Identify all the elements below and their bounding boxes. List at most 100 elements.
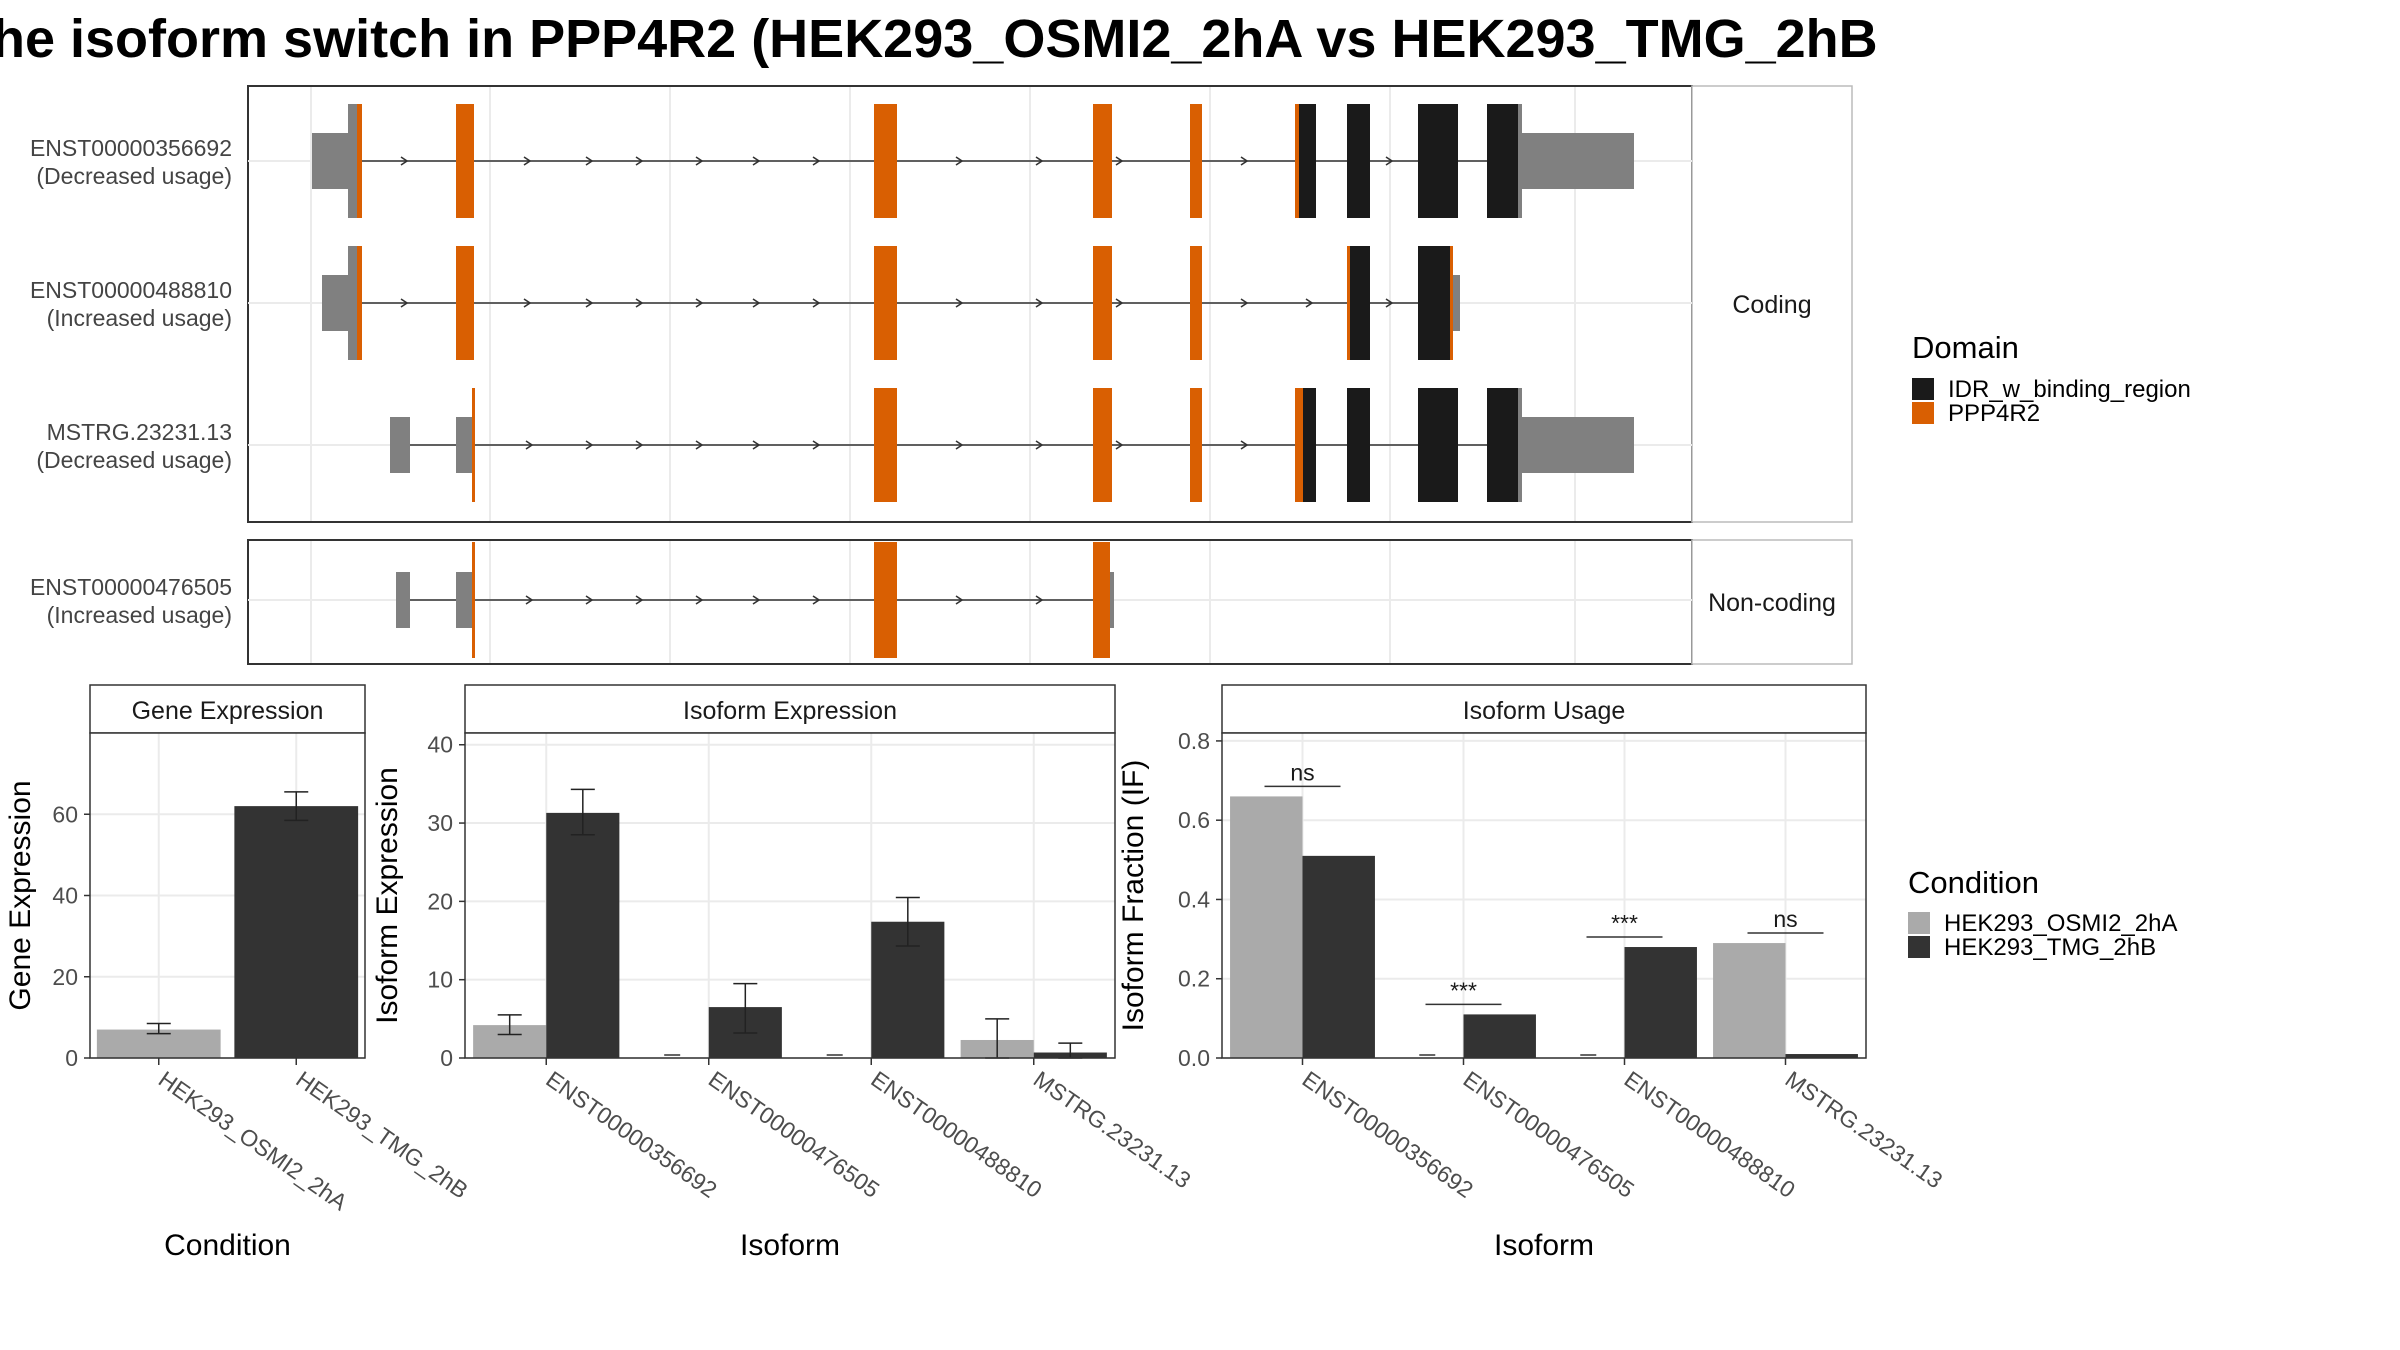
x-tick-label: ENST00000356692 (541, 1066, 721, 1203)
exon-noncoding-part (456, 572, 472, 628)
error-bar (497, 1014, 522, 1036)
y-axis-title: Isoform Expression (371, 767, 404, 1024)
strand-arrow (812, 595, 821, 605)
exon-ppp4r2 (874, 388, 897, 502)
facet-strip (1691, 85, 1853, 523)
panel-strip (464, 684, 1116, 734)
y-tick-label: 0.6 (1178, 807, 1210, 833)
legend-swatch (1912, 378, 1934, 400)
y-tick-label: 0.0 (1178, 1045, 1210, 1071)
exon-noncoding-part (1518, 388, 1522, 502)
legend-label: HEK293_TMG_2hB (1944, 934, 2156, 961)
y-tick-label: 60 (52, 801, 78, 827)
strand-arrow (695, 156, 704, 166)
x-axis-title: Isoform (740, 1229, 840, 1262)
y-axis-title: Isoform Fraction (IF) (1117, 760, 1150, 1032)
x-tick-label: ENST00000476505 (704, 1066, 884, 1203)
panel-title: Isoform Expression (683, 697, 897, 725)
x-axis-title: Isoform (1494, 1229, 1594, 1262)
transcript-id-label: ENST00000356692 (30, 135, 232, 161)
exon-ppp4r2 (1190, 388, 1202, 502)
y-tick-label: 30 (427, 810, 453, 836)
exon-ppp4r2 (1093, 104, 1112, 218)
strand-arrow (1240, 298, 1249, 308)
transcript-row (322, 246, 1460, 360)
strand-arrow (635, 298, 644, 308)
exon-ppp4r2 (1190, 104, 1202, 218)
x-tick-label: ENST00000488810 (1620, 1066, 1800, 1203)
transcript-id-label: ENST00000488810 (30, 277, 232, 303)
plot-border (89, 732, 366, 1059)
error-bar (284, 791, 309, 822)
exon-noncoding-part (456, 417, 472, 473)
strand-arrow (695, 440, 704, 450)
significance-label: ns (1290, 759, 1314, 785)
exon-noncoding-part (1522, 133, 1634, 189)
bar (234, 806, 359, 1058)
exon-noncoding-part (312, 133, 348, 189)
exon-ppp4r2 (1347, 246, 1350, 360)
exon-noncoding-part (1453, 275, 1460, 331)
exon-ppp4r2 (1093, 246, 1112, 360)
legend-label: HEK293_OSMI2_2hA (1944, 910, 2177, 937)
strand-arrow (812, 298, 821, 308)
strand-arrow (1385, 156, 1394, 166)
x-axis-title: Condition (164, 1229, 291, 1262)
legend-title: Domain (1912, 330, 2019, 365)
x-tick-label: ENST00000356692 (1298, 1066, 1478, 1203)
strand-arrow (1035, 298, 1044, 308)
exon-ppp4r2 (1093, 542, 1110, 658)
transcript-row (396, 542, 1114, 658)
exon-ppp4r2 (1450, 246, 1453, 360)
strand-arrow (1115, 298, 1124, 308)
exon-ppp4r2 (357, 246, 362, 360)
transcript-usage-label: (Decreased usage) (36, 447, 232, 473)
bar (1463, 1014, 1536, 1058)
transcript-id-label: MSTRG.23231.13 (47, 419, 232, 445)
strand-arrow (752, 298, 761, 308)
strand-arrow (635, 156, 644, 166)
exon-ppp4r2 (1295, 104, 1299, 218)
plot-border (1221, 732, 1867, 1059)
exon-idr (1418, 246, 1450, 360)
strand-arrow (752, 595, 761, 605)
y-tick-label: 40 (52, 883, 78, 909)
strand-arrow (525, 595, 534, 605)
exon-idr (1299, 104, 1316, 218)
bar (1785, 1054, 1858, 1058)
exon-noncoding-part (1522, 417, 1634, 473)
legend-swatch (1908, 912, 1930, 934)
exon-idr (1347, 104, 1370, 218)
bar (1230, 796, 1303, 1058)
y-tick-label: 0 (65, 1045, 78, 1071)
strand-arrow (400, 298, 409, 308)
legend-label: IDR_w_binding_region (1948, 376, 2191, 403)
plot-border (464, 732, 1116, 1059)
facet-label: Coding (1732, 291, 1811, 319)
strand-arrow (523, 298, 532, 308)
y-tick-label: 0 (440, 1045, 453, 1071)
x-tick-label: ENST00000476505 (1459, 1066, 1639, 1203)
strand-arrow (752, 156, 761, 166)
bar (546, 812, 620, 1058)
x-tick-label: ENST00000488810 (866, 1066, 1046, 1203)
legend-swatch (1908, 936, 1930, 958)
facet-label: Non-coding (1708, 589, 1836, 617)
y-tick-label: 20 (427, 888, 453, 914)
strand-arrow (695, 595, 704, 605)
error-bar (570, 788, 595, 836)
exon-ppp4r2 (1295, 388, 1303, 502)
bar-charts: Gene Expression0204060HEK293_OSMI2_2hAHE… (4, 684, 1947, 1262)
exon-noncoding-part (390, 417, 410, 473)
strand-arrow (525, 440, 534, 450)
exon-noncoding-part (348, 246, 357, 360)
strand-arrow (585, 595, 594, 605)
error-bar (733, 982, 758, 1034)
facet-strip (1691, 539, 1853, 665)
exon-idr (1347, 388, 1370, 502)
strand-arrow (585, 440, 594, 450)
legend-swatch (1912, 402, 1934, 424)
